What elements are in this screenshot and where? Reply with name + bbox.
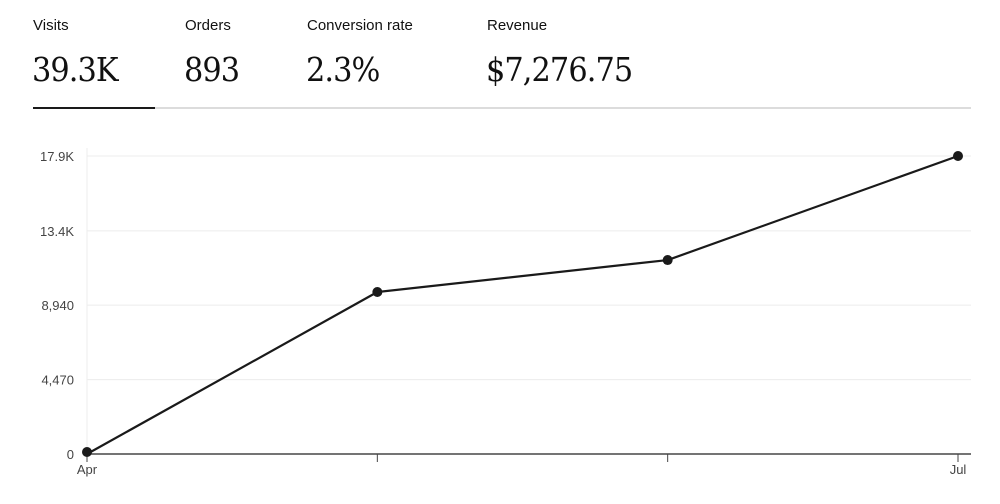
tabs-divider (33, 107, 971, 109)
tab-label: Conversion rate (307, 17, 413, 34)
tab-conversion-rate[interactable]: Conversion rate 2.3% (306, 0, 457, 108)
tab-value: 893 (184, 50, 240, 89)
tab-visits[interactable]: Visits 39.3K (32, 0, 155, 108)
tab-label: Orders (185, 17, 231, 34)
tab-value: $7,276.75 (486, 50, 633, 89)
tab-label: Visits (33, 17, 69, 34)
y-tick-label: 17.9K (40, 149, 74, 164)
data-point (82, 447, 92, 457)
y-tick-label: 0 (67, 447, 74, 462)
series-line (86, 154, 959, 455)
data-point (372, 287, 383, 298)
y-tick-label: 4,470 (41, 373, 74, 388)
metric-tabs: Visits 39.3K Orders 893 Conversion rate … (32, 0, 971, 110)
tab-value: 2.3% (306, 50, 380, 89)
tab-orders[interactable]: Orders 893 (184, 0, 285, 108)
x-tick-label: Apr (77, 462, 98, 477)
active-tab-indicator (33, 107, 155, 109)
y-tick-label: 8,940 (41, 298, 74, 313)
data-point (953, 151, 963, 161)
tab-revenue[interactable]: Revenue $7,276.75 (486, 0, 657, 108)
tab-label: Revenue (487, 17, 548, 34)
data-point (662, 255, 673, 266)
y-tick-label: 13.4K (40, 224, 74, 239)
tab-value: 39.3K (32, 50, 119, 89)
x-tick-label: Jul (950, 462, 967, 477)
